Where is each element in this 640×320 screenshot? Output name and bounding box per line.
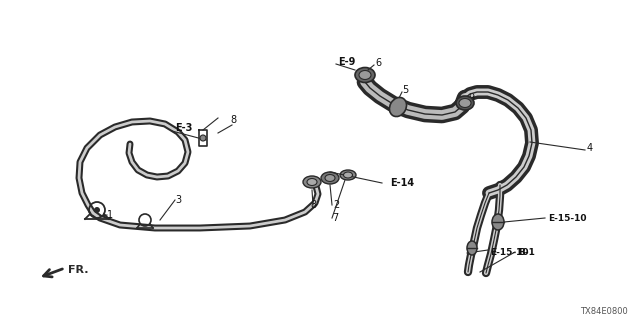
Text: 4: 4 — [587, 143, 593, 153]
Ellipse shape — [344, 172, 353, 178]
Text: 9: 9 — [468, 93, 474, 103]
Text: E-9: E-9 — [338, 57, 355, 67]
Ellipse shape — [456, 96, 474, 110]
Ellipse shape — [340, 170, 356, 180]
Ellipse shape — [355, 68, 375, 83]
Ellipse shape — [303, 176, 321, 188]
Text: E-3: E-3 — [175, 123, 193, 133]
Ellipse shape — [390, 98, 406, 116]
Text: 8: 8 — [310, 200, 316, 210]
Text: 7: 7 — [332, 213, 339, 223]
Text: TX84E0800: TX84E0800 — [580, 308, 628, 316]
Ellipse shape — [359, 70, 371, 79]
Text: E-14: E-14 — [390, 178, 414, 188]
Text: 2: 2 — [333, 200, 339, 210]
Ellipse shape — [459, 99, 471, 108]
Circle shape — [200, 135, 206, 141]
Ellipse shape — [492, 214, 504, 230]
Text: 5: 5 — [402, 85, 408, 95]
Ellipse shape — [321, 172, 339, 184]
Ellipse shape — [325, 174, 335, 181]
Ellipse shape — [467, 241, 477, 255]
Text: 8: 8 — [230, 115, 236, 125]
Text: B-1: B-1 — [518, 247, 535, 257]
Text: E-15-10: E-15-10 — [490, 247, 529, 257]
Text: FR.: FR. — [68, 265, 88, 275]
Circle shape — [94, 207, 100, 213]
Text: E-15-10: E-15-10 — [548, 213, 586, 222]
Text: 3: 3 — [175, 195, 181, 205]
Text: 1: 1 — [107, 210, 113, 220]
Ellipse shape — [307, 179, 317, 186]
Text: 6: 6 — [375, 58, 381, 68]
